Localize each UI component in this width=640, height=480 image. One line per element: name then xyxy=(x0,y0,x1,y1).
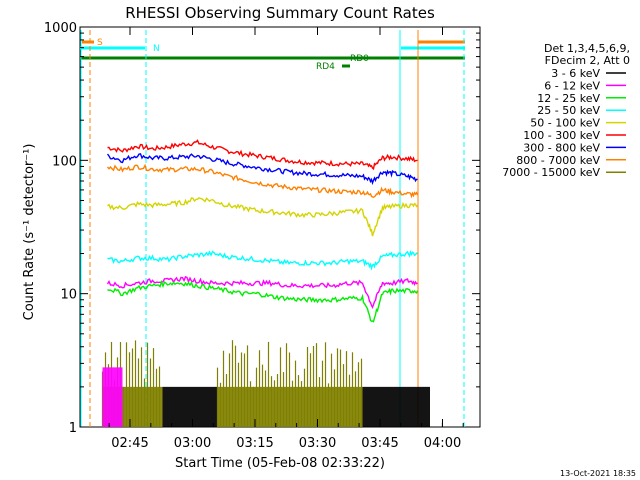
legend: Det 1,3,4,5,6,9,FDecim 2, Att 03 - 6 keV… xyxy=(502,42,630,179)
y-tick-label: 1 xyxy=(69,421,77,436)
chart-title: RHESSI Observing Summary Count Rates xyxy=(125,4,435,22)
y-axis-label: Count Rate (s⁻¹ detector⁻¹) xyxy=(22,144,37,321)
band-0-0 xyxy=(162,386,218,427)
legend-entry-label: 100 - 300 keV xyxy=(523,129,600,142)
series-line-300-800keV xyxy=(106,153,418,186)
y-tick-label: 10 xyxy=(60,288,77,303)
legend-entry-label: 6 - 12 keV xyxy=(544,79,600,92)
rd4-label: RD4 xyxy=(316,62,335,72)
legend-entry-label: 800 - 7000 keV xyxy=(516,154,600,167)
x-tick-label: 04:00 xyxy=(424,436,461,451)
rd0-label: RD0 xyxy=(350,54,369,64)
series-line-25-50keV xyxy=(107,249,418,271)
legend-entry-label: 7000 - 15000 keV xyxy=(502,166,600,179)
y-tick-label: 1000 xyxy=(44,21,77,36)
legend-entry-label: 3 - 6 keV xyxy=(551,67,600,80)
x-tick-label: 03:00 xyxy=(174,436,211,451)
x-tick-label: 03:45 xyxy=(361,436,398,451)
x-tick-label: 03:15 xyxy=(236,436,273,451)
x-tick-label: 03:30 xyxy=(299,436,336,451)
y-tick-label: 100 xyxy=(52,154,77,169)
series-line-12-25keV xyxy=(107,279,419,323)
series-layer xyxy=(106,139,419,323)
axes: 02:45 03:00 03:15 03:30 03:45 04:00 1 10 100 1000 xyxy=(44,21,480,451)
night-label: N xyxy=(153,44,160,54)
legend-entry-label: 50 - 100 keV xyxy=(530,117,600,130)
footer-date: 13-Oct-2021 18:35 xyxy=(560,469,636,478)
x-axis-label: Start Time (05-Feb-08 02:33:22) xyxy=(175,456,385,471)
series-line-50-100keV xyxy=(107,197,419,237)
series-line-100-300keV xyxy=(107,139,418,171)
series-line-6-12keV xyxy=(106,275,418,309)
legend-entry-label: 12 - 25 keV xyxy=(537,92,600,105)
legend-header-line: FDecim 2, Att 0 xyxy=(545,54,630,67)
state-bars: S N RD0 RD4 xyxy=(80,30,465,427)
series-line-800-7000keV xyxy=(106,163,419,199)
legend-entry-label: 300 - 800 keV xyxy=(523,141,600,154)
band-2-0 xyxy=(102,367,123,427)
low-count-bands xyxy=(101,340,430,427)
legend-entry-label: 25 - 50 keV xyxy=(537,104,600,117)
x-tick-label: 02:45 xyxy=(111,436,148,451)
band-0-1 xyxy=(362,386,430,427)
saa-label: S xyxy=(97,38,103,48)
legend-header-line: Det 1,3,4,5,6,9, xyxy=(544,42,630,55)
